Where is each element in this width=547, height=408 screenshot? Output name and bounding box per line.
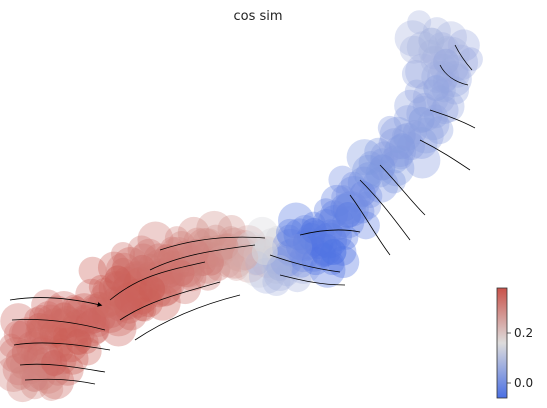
data-points — [11, 27, 460, 392]
cell-blob — [289, 253, 314, 278]
data-point — [139, 276, 166, 302]
data-point — [389, 133, 415, 160]
cell-blob — [377, 115, 402, 140]
data-point — [21, 365, 48, 392]
data-point — [349, 180, 376, 207]
streamline — [109, 261, 206, 301]
data-point — [26, 313, 53, 339]
colorbar-tick-label: 0.0 — [514, 376, 533, 390]
streamline — [19, 363, 106, 373]
data-point — [129, 254, 156, 281]
streamline — [134, 294, 241, 341]
data-point — [11, 339, 38, 366]
velocity-streamlines — [9, 44, 476, 385]
data-point — [232, 244, 259, 271]
streamline — [379, 164, 426, 216]
data-point — [41, 350, 68, 376]
cell-blob — [407, 10, 432, 35]
data-point — [423, 75, 450, 102]
streamline — [359, 179, 411, 241]
streamline — [279, 274, 346, 286]
streamline — [454, 44, 473, 71]
streamline — [439, 64, 469, 86]
streamline — [24, 378, 96, 385]
data-point — [418, 27, 445, 54]
streamline — [429, 109, 476, 129]
data-point — [95, 291, 121, 318]
streamline — [9, 297, 103, 307]
cell-blob — [401, 59, 430, 88]
streamline — [149, 244, 256, 271]
data-point — [168, 260, 195, 287]
colorbar-tick-label: 0.2 — [514, 326, 533, 340]
data-point — [433, 48, 460, 75]
cell-blob — [458, 47, 483, 72]
data-point — [65, 328, 92, 355]
streamline — [419, 139, 471, 171]
cell-blob — [78, 256, 107, 285]
cell-blob — [110, 241, 135, 266]
colorbar-gradient — [496, 287, 508, 399]
data-point — [114, 286, 141, 313]
cell-blob — [430, 96, 459, 125]
cell-blob — [328, 165, 357, 194]
streamline — [11, 319, 106, 331]
streamline — [13, 342, 111, 351]
data-point — [408, 106, 435, 133]
data-point — [335, 202, 362, 228]
chart-title: cos sim — [233, 9, 282, 24]
cell-blob — [404, 79, 429, 104]
streamline — [119, 281, 221, 321]
cell-blob — [164, 226, 189, 251]
data-point — [104, 265, 131, 292]
colorbar: 0.0 0.2 — [496, 287, 533, 399]
cell-blob — [313, 198, 338, 223]
data-point — [212, 233, 239, 260]
streamline — [299, 229, 361, 236]
streamline — [159, 236, 266, 251]
data-point — [300, 217, 327, 244]
data-point — [266, 254, 293, 281]
cell-blob — [100, 310, 137, 347]
streamline — [269, 254, 341, 273]
data-point — [50, 302, 77, 329]
streamline — [349, 194, 391, 256]
colorbar-ticks: 0.0 0.2 — [507, 326, 533, 390]
data-point — [320, 239, 347, 265]
